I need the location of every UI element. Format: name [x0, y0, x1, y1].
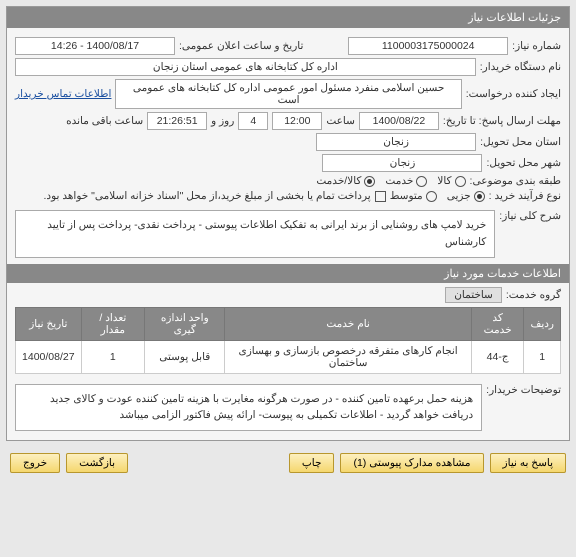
radio-both[interactable]: [364, 176, 375, 187]
buyer-org-value: اداره کل کتابخانه های عمومی استان زنجان: [15, 58, 476, 76]
th-5: تاریخ نیاز: [16, 307, 82, 340]
days-suffix: روز و: [211, 115, 234, 127]
announce-label: تاریخ و ساعت اعلان عمومی:: [179, 40, 303, 52]
deadline-date: 1400/08/22: [359, 112, 439, 130]
radio-small-label: جزیی: [447, 190, 471, 202]
radio-small[interactable]: [474, 191, 485, 202]
payment-checkbox[interactable]: [375, 191, 386, 202]
days-value: 4: [238, 112, 268, 130]
view-docs-button[interactable]: مشاهده مدارک پیوستی (1): [340, 453, 483, 473]
services-table: ردیف کد خدمت نام خدمت واحد اندازه گیری ت…: [15, 307, 561, 374]
footer-buttons: پاسخ به نیاز مشاهده مدارک پیوستی (1) چاپ…: [0, 447, 576, 479]
payment-note: پرداخت تمام یا بخشی از مبلغ خرید،از محل …: [44, 190, 371, 202]
radio-service[interactable]: [416, 176, 427, 187]
deadline-time: 12:00: [272, 112, 322, 130]
th-1: کد خدمت: [471, 307, 524, 340]
panel-body: شماره نیاز: 1100003175000024 تاریخ و ساع…: [7, 28, 569, 440]
th-4: تعداد / مقدار: [81, 307, 145, 340]
td-5: 1400/08/27: [16, 340, 82, 373]
print-button[interactable]: چاپ: [289, 453, 335, 473]
province-value: زنجان: [316, 133, 476, 151]
class-label: طبقه بندی موضوعی:: [470, 175, 561, 187]
time-label-1: ساعت: [326, 115, 355, 127]
requester-value: حسین اسلامی منفرد مسئول امور عمومی اداره…: [115, 79, 461, 109]
reply-button[interactable]: پاسخ به نیاز: [490, 453, 566, 473]
return-button[interactable]: بازگشت: [66, 453, 128, 473]
class-radio-group: کالا خدمت کالا/خدمت: [316, 175, 465, 187]
overall-label: شرح کلی نیاز:: [499, 210, 561, 222]
need-no-value: 1100003175000024: [348, 37, 508, 55]
process-label: نوع فرآیند خرید :: [489, 190, 561, 202]
contact-link[interactable]: اطلاعات تماس خریدار: [15, 88, 111, 100]
panel-title: جزئیات اطلاعات نیاز: [7, 7, 569, 28]
countdown: 21:26:51: [147, 112, 207, 130]
deadline-label: مهلت ارسال پاسخ: تا تاریخ:: [443, 115, 561, 127]
remain-suffix: ساعت باقی مانده: [66, 115, 143, 127]
city-value: زنجان: [322, 154, 482, 172]
group-label: گروه خدمت:: [506, 289, 561, 301]
radio-goods-label: کالا: [437, 175, 451, 187]
exit-button[interactable]: خروج: [10, 453, 60, 473]
td-2: انجام کارهای متفرقه درخصوص بازسازی و بهس…: [225, 340, 471, 373]
radio-service-label: خدمت: [385, 175, 413, 187]
th-0: ردیف: [524, 307, 561, 340]
buyer-notes-label: توضیحات خریدار:: [486, 384, 561, 396]
td-3: قابل پوستی: [145, 340, 225, 373]
th-3: واحد اندازه گیری: [145, 307, 225, 340]
need-no-label: شماره نیاز:: [512, 40, 561, 52]
buyer-notes: هزینه حمل برعهده تامین کننده - در صورت ه…: [15, 384, 482, 432]
td-4: 1: [81, 340, 145, 373]
process-radio-group: جزیی متوسط: [390, 190, 485, 202]
table-row: 1 ج-44 انجام کارهای متفرقه درخصوص بازساز…: [16, 340, 561, 373]
radio-medium[interactable]: [426, 191, 437, 202]
td-0: 1: [524, 340, 561, 373]
requester-label: ایجاد کننده درخواست:: [466, 88, 561, 100]
radio-both-label: کالا/خدمت: [316, 175, 361, 187]
radio-medium-label: متوسط: [390, 190, 423, 202]
province-label: استان محل تحویل:: [480, 136, 561, 148]
announce-value: 1400/08/17 - 14:26: [15, 37, 175, 55]
th-2: نام خدمت: [225, 307, 471, 340]
overall-desc: خرید لامپ های روشنایی از برند ایرانی به …: [15, 210, 495, 258]
details-panel: جزئیات اطلاعات نیاز شماره نیاز: 11000031…: [6, 6, 570, 441]
td-1: ج-44: [471, 340, 524, 373]
city-label: شهر محل تحویل:: [486, 157, 561, 169]
buyer-org-label: نام دستگاه خریدار:: [480, 61, 561, 73]
radio-goods[interactable]: [455, 176, 466, 187]
group-value: ساختمان: [445, 287, 502, 303]
services-header: اطلاعات خدمات مورد نیاز: [7, 264, 569, 283]
